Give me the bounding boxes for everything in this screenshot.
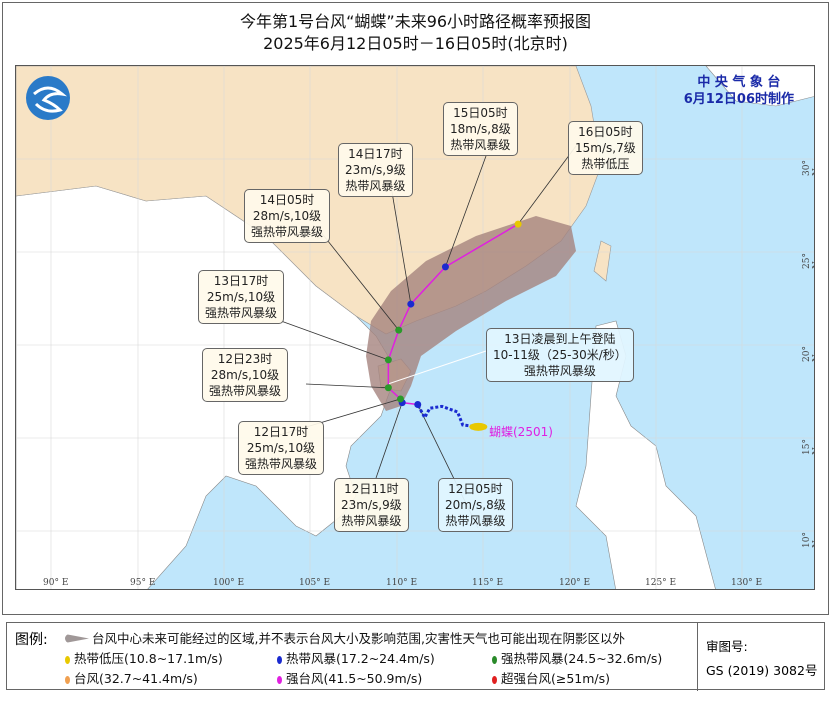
label-16d05: 16日05时 15m/s,7级 热带低压 bbox=[568, 121, 643, 175]
map-canvas bbox=[16, 66, 814, 589]
label-13d17: 13日17时 25m/s,10级 强热带风暴级 bbox=[198, 270, 285, 324]
lat-tick: 10° N bbox=[802, 532, 814, 548]
leader-line bbox=[445, 155, 487, 268]
agency-name: 中 央 气 象 台 bbox=[697, 75, 781, 90]
label-12d11: 12日11时 23m/s,9级 热带风暴级 bbox=[334, 478, 409, 532]
leader-line bbox=[390, 185, 412, 305]
legend-item: 超强台风(≥51m/s) bbox=[492, 668, 610, 687]
past-track bbox=[416, 403, 479, 429]
label-leader-lines bbox=[275, 145, 577, 529]
probability-cone bbox=[366, 216, 576, 411]
leader-line bbox=[305, 383, 389, 389]
track-point bbox=[514, 220, 522, 228]
label-12d05: 12日05时 20m/s,8级 热带风暴级 bbox=[438, 478, 513, 532]
label-14d05: 14日05时 28m/s,10级 强热带风暴级 bbox=[244, 189, 331, 243]
leader-line bbox=[517, 145, 577, 225]
track-point bbox=[396, 395, 404, 403]
typhoon-name-label: 蝴蝶(2501) bbox=[489, 425, 553, 439]
leader-line bbox=[280, 320, 389, 361]
map-approval: 审图号: GS (2019) 3082号 bbox=[697, 623, 826, 691]
label-12d23: 12日23时 28m/s,10级 强热带风暴级 bbox=[202, 348, 289, 402]
agency-stamp: 中 央 气 象 台 6月12日06时制作 bbox=[684, 74, 794, 108]
lon-tick: 130° E bbox=[731, 578, 763, 588]
map-subtitle: 2025年6月12日05时－16日05时(北京时) bbox=[263, 34, 568, 53]
label-14d17: 14日17时 23m/s,9级 热带风暴级 bbox=[338, 143, 413, 197]
lat-tick: 15° N bbox=[802, 439, 814, 455]
legend-item: 强台风(41.5~50.9m/s) bbox=[277, 668, 422, 687]
lon-tick: 115° E bbox=[472, 578, 504, 588]
map-title: 今年第1号台风“蝴蝶”未来96小时路径概率预报图 bbox=[239, 12, 592, 31]
lon-tick: 120° E bbox=[559, 578, 591, 588]
lat-tick: 30° N bbox=[802, 160, 814, 176]
track-point bbox=[384, 356, 392, 364]
leader-line bbox=[315, 225, 400, 331]
cma-logo bbox=[26, 76, 70, 120]
map-frame bbox=[2, 2, 829, 615]
track-point bbox=[441, 263, 449, 271]
taiwan-island bbox=[593, 240, 612, 282]
legend-item: 强热带风暴(24.5~32.6m/s) bbox=[492, 648, 662, 667]
landfall-label: 13日凌晨到上午登陆 10-11级（25-30米/秒） 强热带风暴级 bbox=[486, 328, 634, 382]
legend-item: 热带低压(10.8~17.1m/s) bbox=[65, 648, 223, 667]
legend-cone: 台风中心未来可能经过的区域,并不表示台风大小及影响范围,灾害性天气也可能出现在阴… bbox=[65, 628, 625, 647]
cone-icon bbox=[65, 634, 89, 643]
label-12d17: 12日17时 25m/s,10级 强热带风暴级 bbox=[238, 421, 325, 475]
landfall-leader-line bbox=[387, 350, 487, 385]
track-point bbox=[384, 384, 392, 392]
lat-tick: 25° N bbox=[802, 253, 814, 269]
leader-line bbox=[375, 402, 403, 479]
issue-time: 6月12日06时制作 bbox=[683, 92, 794, 107]
japan-islands bbox=[705, 66, 814, 107]
track-point bbox=[414, 401, 422, 409]
legend: 图例: 台风中心未来可能经过的区域,并不表示台风大小及影响范围,灾害性天气也可能… bbox=[6, 622, 826, 691]
typhoon-map: 中 央 气 象 台 6月12日06时制作 15日05时 18m/s,8级 热带风暴级 … bbox=[15, 65, 815, 590]
lon-tick: 100° E bbox=[213, 578, 245, 588]
past-position-marker bbox=[469, 422, 488, 431]
legend-item: 热带风暴(17.2~24.4m/s) bbox=[277, 648, 435, 667]
lon-tick: 105° E bbox=[299, 578, 331, 588]
label-15d05: 15日05时 18m/s,8级 热带风暴级 bbox=[443, 102, 518, 156]
track-point bbox=[407, 300, 415, 308]
legend-item: 台风(32.7~41.4m/s) bbox=[65, 668, 198, 687]
legend-title: 图例: bbox=[15, 632, 48, 648]
track-point bbox=[395, 326, 403, 334]
lon-tick: 90° E bbox=[43, 578, 69, 588]
lon-tick: 95° E bbox=[130, 578, 156, 588]
lon-tick: 110° E bbox=[386, 578, 418, 588]
lon-tick: 125° E bbox=[645, 578, 677, 588]
lat-tick: 20° N bbox=[802, 346, 814, 362]
